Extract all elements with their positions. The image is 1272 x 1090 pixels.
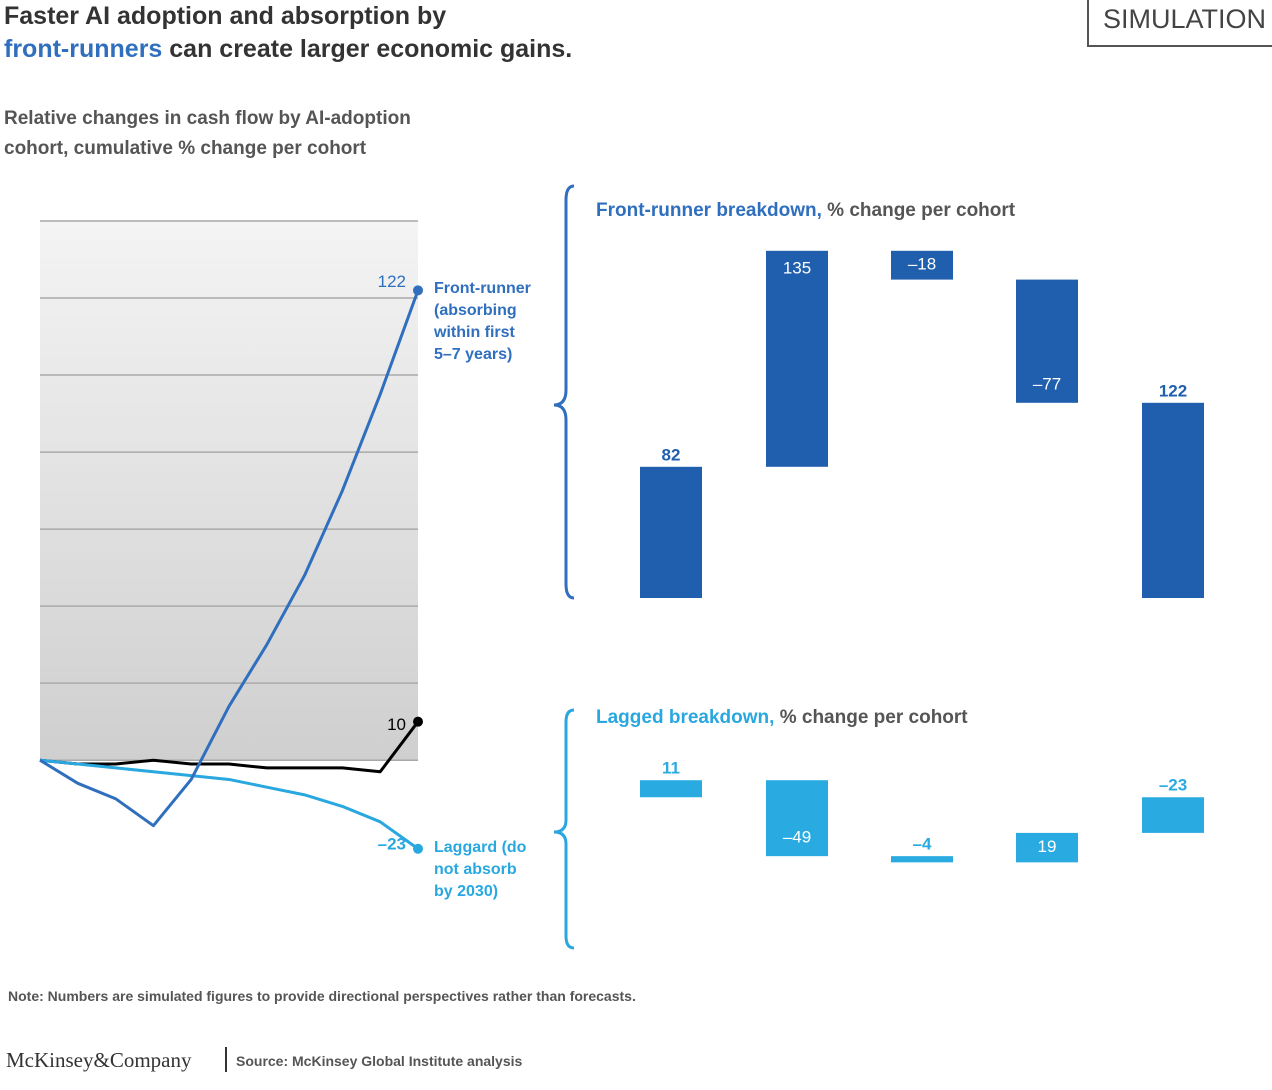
end-point xyxy=(413,285,423,296)
title: Faster AI adoption and absorption by fron… xyxy=(4,0,572,66)
series-label: Laggard (do not absorb by 2030) xyxy=(434,838,527,900)
footer: McKinsey&Company Source: McKinsey Global … xyxy=(6,1048,522,1073)
value-label: –23 xyxy=(1159,776,1187,795)
badge: SIMULATION xyxy=(1086,0,1272,47)
value-label: 82 xyxy=(662,445,681,464)
end-label: 122 xyxy=(378,272,406,291)
line xyxy=(39,289,420,828)
value-label: –49 xyxy=(783,828,811,847)
end-label: 10 xyxy=(387,715,406,734)
bar xyxy=(1142,402,1204,598)
series-label: Front-runner (absorbing within first 5–7… xyxy=(434,280,531,364)
title-text: can create larger economic gains. xyxy=(162,35,573,63)
value-label: 11 xyxy=(662,759,680,778)
end-point xyxy=(413,716,423,727)
bar xyxy=(766,780,828,857)
bar xyxy=(891,856,953,863)
logo: McKinsey&Company xyxy=(6,1048,192,1072)
subtitle: Relative changes in cash flow by AI-adop… xyxy=(4,108,411,159)
value-label: 122 xyxy=(1159,381,1187,400)
panel-title-rest: % change per cohort xyxy=(821,200,1016,221)
line xyxy=(39,758,419,851)
value-label: –77 xyxy=(1033,374,1061,393)
end-point xyxy=(413,843,423,854)
bar xyxy=(766,250,828,467)
title-text: Faster AI adoption and absorption by xyxy=(4,2,447,30)
panel-title-main: Lagged breakdown, xyxy=(596,707,775,728)
bar xyxy=(1016,279,1078,403)
panel-title-main: Front-runner breakdown, xyxy=(596,200,822,221)
plot-background xyxy=(40,220,418,760)
bar xyxy=(640,466,702,598)
source: Source: McKinsey Global Institute analys… xyxy=(236,1052,523,1069)
note: Note: Numbers are simulated figures to p… xyxy=(8,988,636,1004)
bar xyxy=(640,780,702,798)
value-label: –4 xyxy=(913,835,932,854)
panel-title: Lagged breakdown, % change per cohort xyxy=(596,707,968,729)
end-label: –23 xyxy=(378,834,406,853)
value-label: 19 xyxy=(1038,837,1057,856)
bar xyxy=(1142,797,1204,833)
brace xyxy=(553,184,575,600)
panel-title: Front-runner breakdown, % change per coh… xyxy=(596,200,1015,222)
value-label: 135 xyxy=(783,258,811,277)
line xyxy=(39,720,420,774)
bar xyxy=(1016,832,1078,863)
bar xyxy=(891,250,953,280)
value-label: –18 xyxy=(908,255,936,274)
panel-title-rest: % change per cohort xyxy=(774,707,968,728)
brace xyxy=(553,708,575,950)
title-highlight: front-runners xyxy=(4,35,163,63)
